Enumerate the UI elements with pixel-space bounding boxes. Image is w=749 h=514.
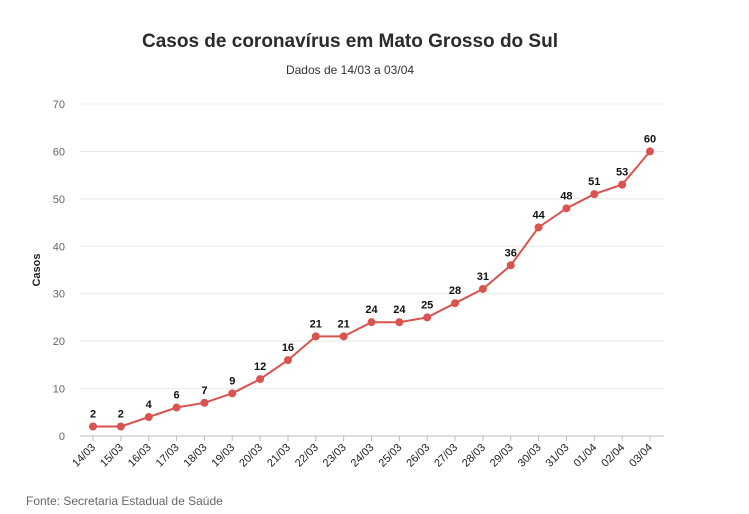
data-point xyxy=(590,190,599,199)
x-tick-label: 23/03 xyxy=(321,442,349,470)
data-point xyxy=(172,403,181,412)
y-tick-label: 30 xyxy=(53,289,65,301)
x-tick-label: 18/03 xyxy=(182,442,210,470)
data-label: 12 xyxy=(254,361,266,373)
data-label: 21 xyxy=(310,318,322,330)
data-label: 25 xyxy=(421,299,433,311)
data-label: 6 xyxy=(173,390,179,402)
y-tick-label: 60 xyxy=(53,146,65,158)
x-tick-label: 26/03 xyxy=(404,442,432,470)
x-tick-label: 01/04 xyxy=(571,442,599,470)
data-point xyxy=(311,332,320,341)
data-point xyxy=(506,261,515,270)
y-tick-label: 50 xyxy=(53,194,65,206)
data-point xyxy=(562,204,571,213)
x-tick-label: 03/04 xyxy=(627,442,655,470)
y-tick-label: 40 xyxy=(53,241,65,253)
y-tick-label: 10 xyxy=(53,384,65,396)
data-label: 4 xyxy=(146,399,153,411)
data-label: 36 xyxy=(505,247,517,259)
data-label: 7 xyxy=(201,385,207,397)
data-point xyxy=(228,389,237,398)
data-label: 9 xyxy=(229,375,235,387)
data-point xyxy=(116,422,125,431)
data-label: 51 xyxy=(588,176,600,188)
data-point xyxy=(200,398,209,407)
data-point xyxy=(534,223,543,232)
data-point xyxy=(144,413,153,422)
source-note: Fonte: Secretaria Estadual de Saúde xyxy=(26,494,223,508)
data-label: 21 xyxy=(338,318,350,330)
x-tick-label: 25/03 xyxy=(377,442,405,470)
x-tick-label: 17/03 xyxy=(154,442,182,470)
data-label: 44 xyxy=(532,209,545,221)
x-tick-label: 19/03 xyxy=(209,442,237,470)
x-tick-label: 15/03 xyxy=(98,442,126,470)
data-point xyxy=(423,313,432,322)
x-tick-label: 16/03 xyxy=(126,442,154,470)
chart-subtitle: Dados de 14/03 a 03/04 xyxy=(286,63,414,77)
data-point xyxy=(646,147,654,156)
y-tick-label: 0 xyxy=(59,431,65,443)
data-label: 2 xyxy=(90,409,96,421)
data-point xyxy=(395,318,404,327)
x-tick-label: 31/03 xyxy=(544,442,572,470)
data-label: 31 xyxy=(477,271,489,283)
data-label: 53 xyxy=(616,167,628,179)
data-label: 24 xyxy=(365,304,378,316)
data-points xyxy=(89,147,654,431)
data-label: 48 xyxy=(560,190,572,202)
x-tick-label: 24/03 xyxy=(349,442,377,470)
chart-title: Casos de coronavírus em Mato Grosso do S… xyxy=(142,31,558,52)
data-point xyxy=(618,180,627,189)
data-point xyxy=(451,299,460,308)
data-point xyxy=(89,422,97,431)
x-tick-label: 14/03 xyxy=(70,442,98,470)
data-label: 16 xyxy=(282,342,294,354)
data-point xyxy=(283,356,292,365)
y-axis-ticks: 0 10 20 30 40 50 60 70 xyxy=(53,99,65,443)
x-tick-label: 30/03 xyxy=(516,442,544,470)
x-tick-label: 20/03 xyxy=(237,442,265,470)
data-label: 60 xyxy=(644,133,656,145)
x-tick-label: 28/03 xyxy=(460,442,488,470)
y-axis-label: Casos xyxy=(31,253,43,286)
data-point xyxy=(256,375,265,384)
x-tick-label: 22/03 xyxy=(293,442,321,470)
x-tick-label: 29/03 xyxy=(488,442,516,470)
x-axis-ticks: 14/03 15/03 16/03 17/03 18/03 19/03 20/03 21/03… xyxy=(70,436,655,470)
data-point xyxy=(478,284,487,293)
data-label: 24 xyxy=(393,304,406,316)
data-point xyxy=(339,332,348,341)
x-tick-label: 27/03 xyxy=(432,442,460,470)
data-label: 2 xyxy=(118,409,124,421)
x-tick-label: 02/04 xyxy=(599,442,627,470)
data-label: 28 xyxy=(449,285,461,297)
data-point xyxy=(367,318,376,327)
y-tick-label: 20 xyxy=(53,336,65,348)
grid-lines xyxy=(80,103,664,390)
y-tick-label: 70 xyxy=(53,99,65,111)
x-tick-label: 21/03 xyxy=(265,442,293,470)
